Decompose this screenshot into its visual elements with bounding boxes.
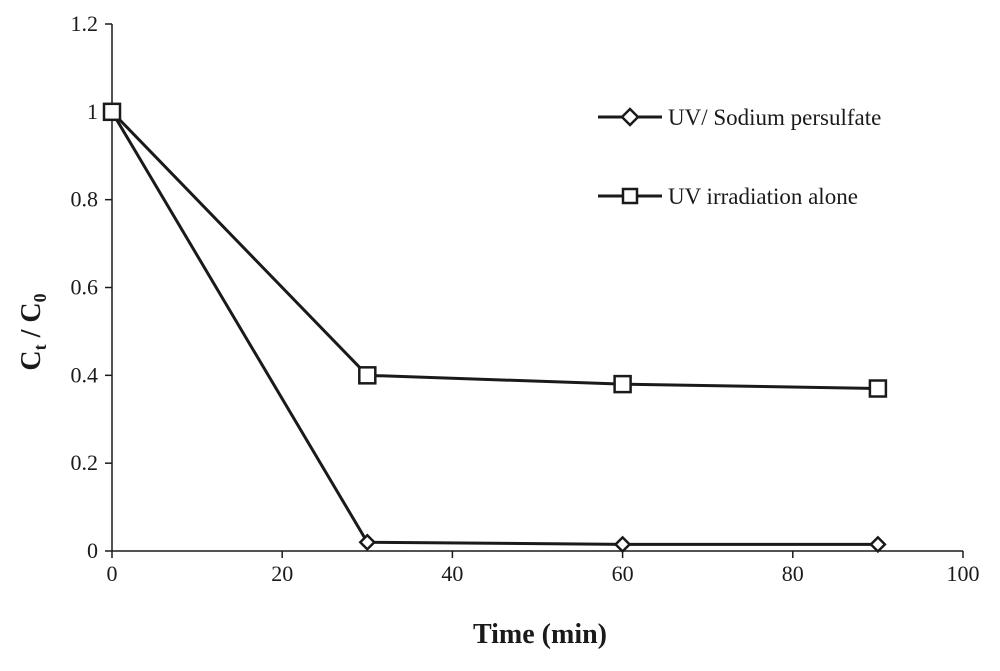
- data-point-uv-alone: [358, 366, 377, 385]
- x-tick-label: 100: [947, 561, 980, 586]
- legend: UV/ Sodium persulfate UV irradiation alo…: [598, 105, 881, 209]
- x-tick-label: 80: [782, 561, 804, 586]
- x-tick-label: 0: [107, 561, 118, 586]
- y-axis-title-sep: /: [16, 323, 47, 345]
- legend-item-uv-alone: UV irradiation alone: [598, 184, 858, 209]
- data-point-uv-alone: [613, 374, 632, 394]
- legend-label-uv-alone: UV irradiation alone: [668, 184, 858, 209]
- series-layer: [102, 102, 888, 554]
- legend-item-sodium-persulfate: UV/ Sodium persulfate: [598, 105, 881, 130]
- y-ticks: 0 0.2 0.4 0.6 0.8 1 1.2: [71, 11, 112, 563]
- y-axis-title: Ct / C0: [16, 293, 50, 370]
- legend-label-sodium-persulfate: UV/ Sodium persulfate: [668, 105, 881, 130]
- legend-square-marker: [621, 187, 639, 205]
- data-point-uv-alone: [102, 102, 122, 122]
- y-axis-title-sub-t: t: [30, 344, 50, 350]
- y-tick-label: 1: [87, 99, 98, 124]
- data-point-sodium-persulfate: [358, 533, 377, 551]
- y-tick-label: 0.4: [71, 362, 99, 387]
- data-point-sodium-persulfate: [613, 535, 632, 554]
- y-tick-label: 0.8: [71, 187, 99, 212]
- x-ticks: 0 20 40 60 80 100: [107, 551, 980, 586]
- y-tick-label: 0.6: [71, 275, 99, 300]
- y-axis-title-sub-0: 0: [30, 293, 50, 302]
- legend-diamond-marker: [620, 107, 640, 127]
- y-tick-label: 1.2: [71, 11, 99, 36]
- x-axis-title: Time (min): [473, 619, 607, 650]
- series-line-uv-alone: [110, 110, 878, 391]
- series-line-sodium-persulfate: [110, 111, 878, 546]
- data-point-uv-alone: [868, 379, 888, 398]
- x-tick-label: 20: [271, 561, 293, 586]
- axes: [111, 24, 963, 552]
- data-point-sodium-persulfate: [869, 535, 887, 554]
- y-tick-label: 0.2: [71, 450, 99, 475]
- x-tick-label: 60: [612, 561, 634, 586]
- y-axis-title-c-0: C: [16, 302, 47, 322]
- x-tick-label: 40: [441, 561, 463, 586]
- y-tick-label: 0: [87, 538, 98, 563]
- y-axis-title-c-t: C: [16, 350, 47, 370]
